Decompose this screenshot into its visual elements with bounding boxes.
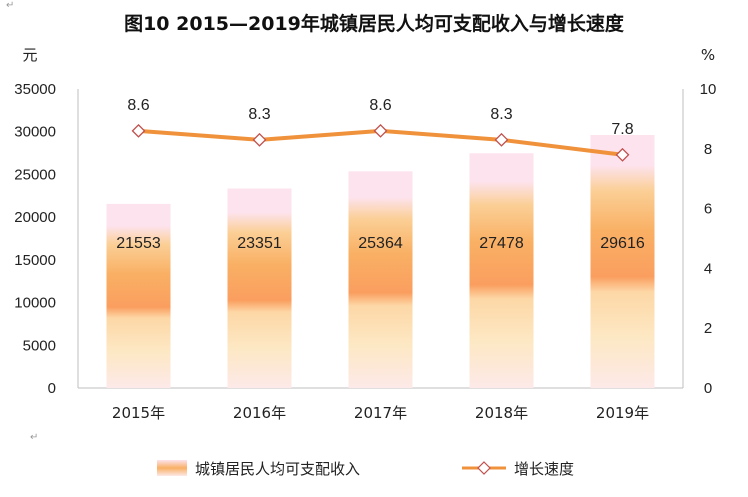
growth-value-label: 8.6 (369, 97, 391, 114)
right-tick-label: 10 (700, 81, 717, 98)
income-value-label: 21553 (116, 235, 161, 252)
income-bar (106, 203, 171, 388)
growth-point (131, 123, 146, 138)
left-tick-label: 25000 (14, 166, 56, 183)
growth-value-label: 7.8 (611, 121, 633, 138)
category-label: 2015年 (112, 404, 165, 422)
income-bar (348, 171, 413, 388)
income-bar (227, 188, 292, 388)
category-label: 2017年 (354, 404, 407, 422)
growth-value-label: 8.6 (127, 97, 149, 114)
growth-point (373, 123, 388, 138)
left-axis-unit: 元 (22, 46, 37, 64)
right-axis-ticks: 0 2 4 6 8 10 (700, 81, 717, 397)
right-tick-label: 4 (704, 260, 712, 277)
growth-point (615, 147, 630, 162)
left-tick-label: 20000 (14, 209, 56, 226)
left-tick-label: 30000 (14, 124, 56, 141)
legend-bar-swatch (157, 460, 187, 476)
left-tick-label: 0 (48, 380, 56, 397)
growth-point (494, 132, 509, 147)
legend-bar-label: 城镇居民人均可支配收入 (195, 460, 360, 478)
bar-labels-group: 21553 23351 25364 27478 29616 (116, 235, 645, 252)
right-axis-unit: % (701, 46, 715, 64)
left-tick-label: 15000 (14, 252, 56, 269)
legend: 城镇居民人均可支配收入 增长速度 (157, 460, 574, 478)
income-value-label: 27478 (479, 235, 524, 252)
left-tick-label: 5000 (23, 337, 56, 354)
right-tick-label: 0 (704, 380, 712, 397)
income-value-label: 23351 (237, 235, 282, 252)
chart-title: 图10 2015—2019年城镇居民人均可支配收入与增长速度 (124, 12, 625, 35)
category-label: 2016年 (233, 404, 286, 422)
category-label: 2018年 (475, 404, 528, 422)
left-tick-label: 35000 (14, 81, 56, 98)
paragraph-mark: ↵ (30, 432, 38, 443)
paragraph-mark: ↵ (6, 0, 14, 11)
category-labels: 2015年 2016年 2017年 2018年 2019年 (112, 404, 649, 422)
income-value-label: 29616 (600, 235, 645, 252)
income-value-label: 25364 (358, 235, 403, 252)
right-tick-label: 8 (704, 141, 712, 158)
growth-point (252, 132, 267, 147)
income-bar (590, 134, 655, 388)
growth-value-label: 8.3 (490, 106, 512, 123)
category-label: 2019年 (596, 404, 649, 422)
legend-marker-icon (477, 461, 491, 475)
growth-value-label: 8.3 (248, 106, 270, 123)
left-axis-ticks: 0 5000 10000 15000 20000 25000 30000 35000 (14, 81, 56, 397)
growth-line-group: 8.6 8.3 8.6 8.3 7.8 (127, 97, 634, 162)
left-tick-label: 10000 (14, 295, 56, 312)
right-tick-label: 2 (704, 320, 712, 337)
right-tick-label: 6 (704, 201, 712, 218)
legend-line-label: 增长速度 (514, 460, 574, 478)
bars-group (106, 134, 655, 388)
income-bar (469, 153, 534, 388)
